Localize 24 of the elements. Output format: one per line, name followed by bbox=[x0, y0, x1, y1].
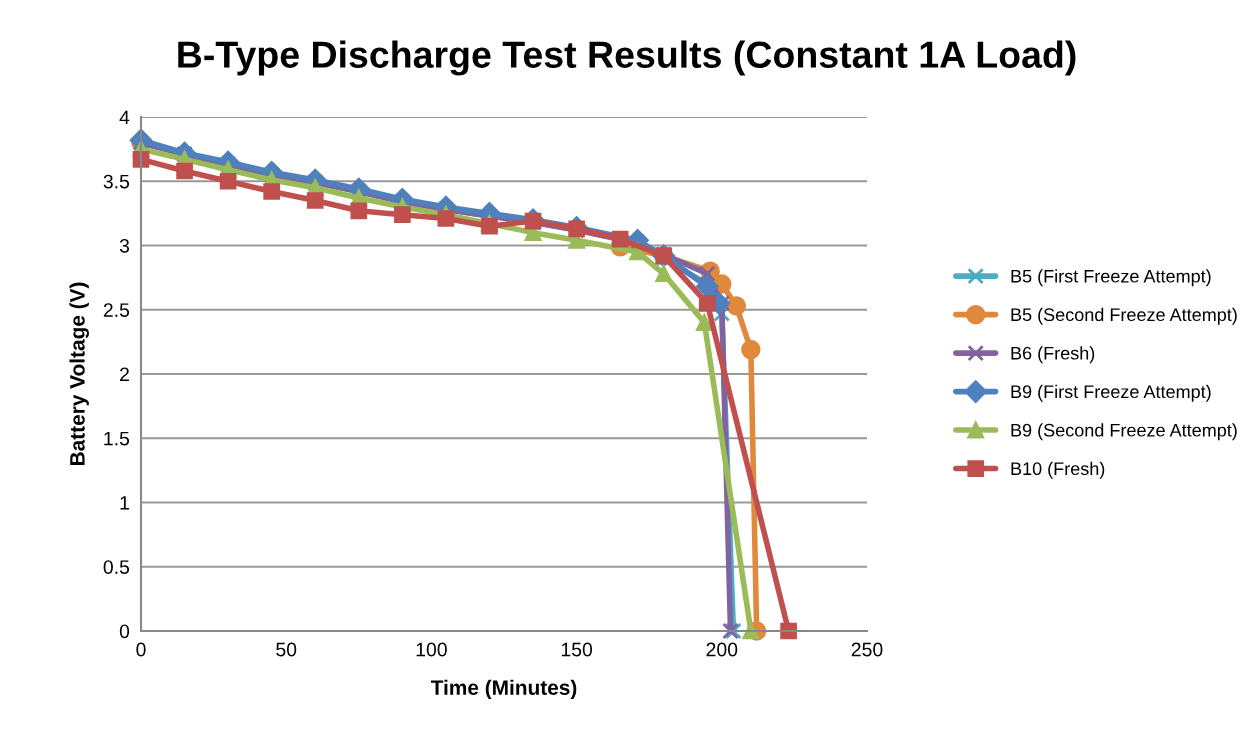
x-axis-title: Time (Minutes) bbox=[430, 679, 577, 700]
legend-label: B5 (First Freeze Attempt) bbox=[1011, 269, 1211, 287]
y-tick-label: 0 bbox=[119, 624, 130, 639]
y-tick-label: 4 bbox=[119, 110, 130, 125]
x-tick-label: 100 bbox=[416, 642, 447, 657]
y-tick-label: 3 bbox=[119, 238, 130, 253]
chart-title: B-Type Discharge Test Results (Constant 1A Load) bbox=[178, 40, 1076, 76]
legend-label: B6 (Fresh) bbox=[1011, 346, 1095, 364]
y-tick-label: 1 bbox=[120, 496, 129, 510]
y-tick-label: 2 bbox=[120, 367, 129, 382]
y-tick-label: 1.5 bbox=[104, 431, 130, 446]
x-tick-label: 150 bbox=[561, 642, 593, 657]
legend-label: B10 (Fresh) bbox=[1011, 461, 1105, 479]
x-tick-label: 0 bbox=[136, 642, 146, 657]
legend-label: B9 (First Freeze Attempt) bbox=[1011, 384, 1211, 402]
y-tick-label: 3.5 bbox=[103, 174, 130, 189]
y-tick-label: 0.5 bbox=[103, 560, 130, 574]
y-axis-title: Battery Voltage (V) bbox=[69, 282, 89, 466]
y-tick-label: 2.5 bbox=[103, 303, 130, 317]
legend-label: B5 (Second Freeze Attempt) bbox=[1011, 307, 1237, 325]
legend-label: B9 (Second Freeze Attempt) bbox=[1011, 423, 1237, 441]
x-tick-label: 250 bbox=[851, 642, 883, 657]
x-tick-label: 200 bbox=[706, 642, 738, 657]
x-tick-label: 50 bbox=[276, 642, 297, 657]
